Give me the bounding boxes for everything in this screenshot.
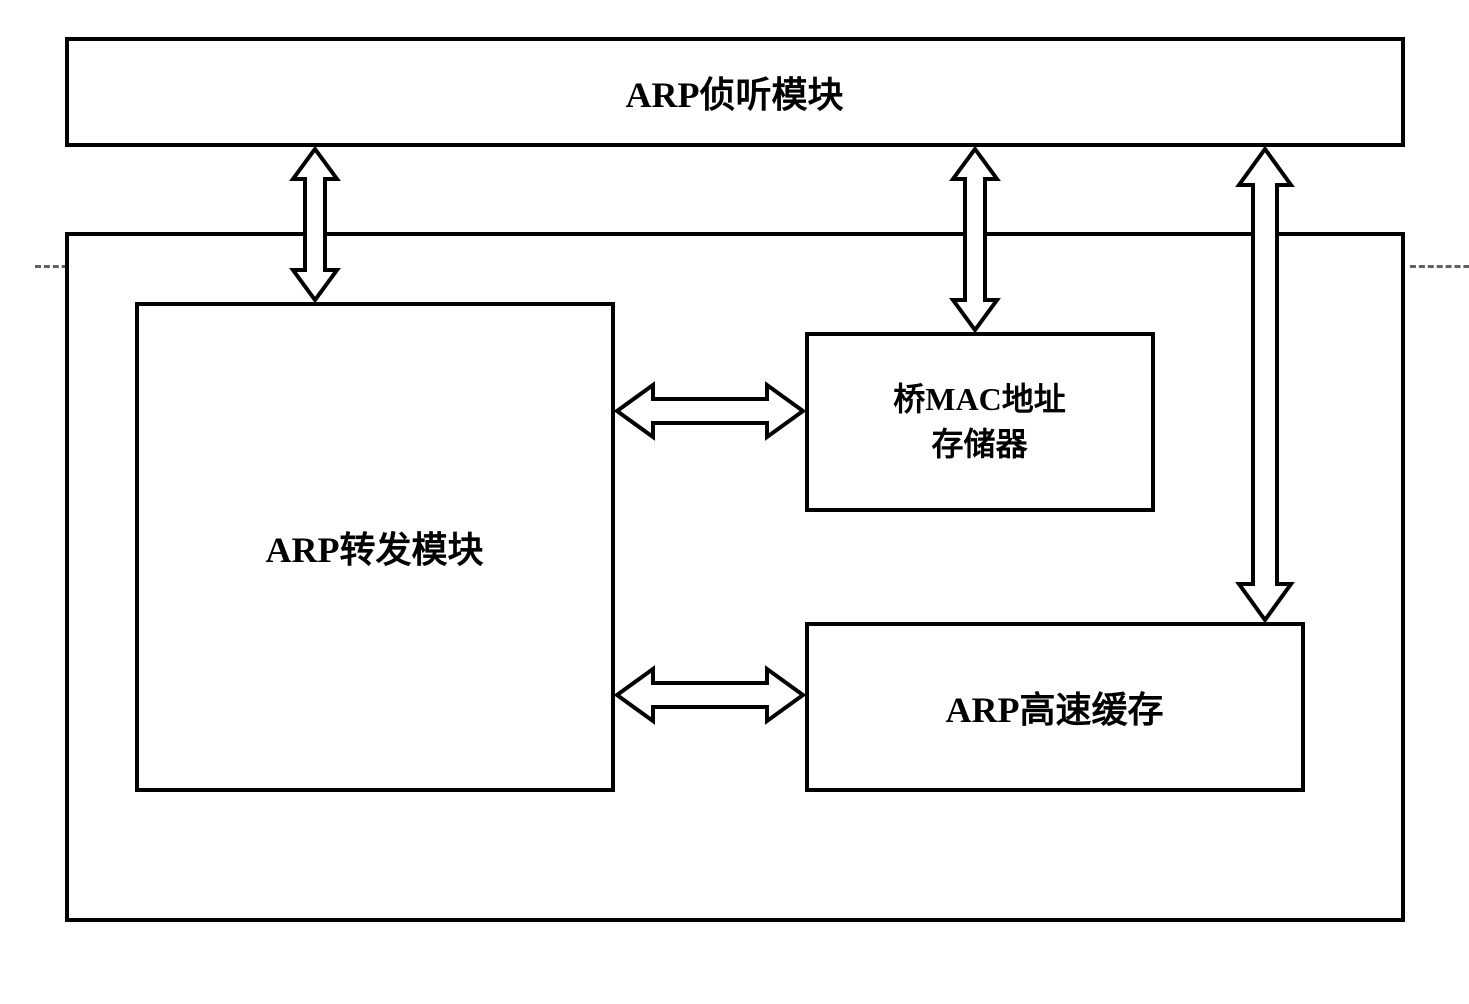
arrow-forward-cache [615,659,805,731]
arrow-forward-bridgemac [615,375,805,447]
arp-listen-box: ARP侦听模块 [65,37,1405,147]
arp-listen-label: ARP侦听模块 [626,66,844,118]
diagram-container: ARP侦听模块 ARP转发模块 桥MAC地址 存储器 ARP高速缓存 [35,27,1435,977]
arrow-listen-cache [1229,147,1301,622]
arrow-listen-bridgemac [943,147,1007,332]
bridge-mac-box: 桥MAC地址 存储器 [805,332,1155,512]
arp-cache-label: ARP高速缓存 [946,681,1164,733]
arp-cache-box: ARP高速缓存 [805,622,1305,792]
bridge-mac-label: 桥MAC地址 存储器 [893,377,1065,467]
dashed-line-right [1410,265,1469,268]
arrow-listen-forward [283,147,347,302]
arp-forward-label: ARP转发模块 [266,521,484,573]
arp-forward-box: ARP转发模块 [135,302,615,792]
